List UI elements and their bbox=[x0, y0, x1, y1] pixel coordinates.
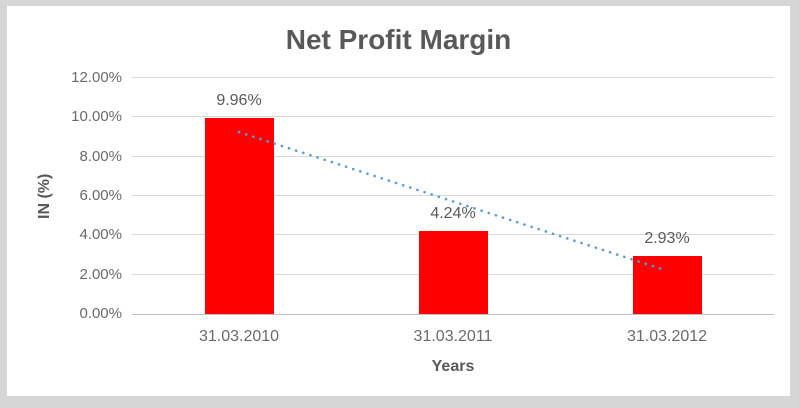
x-category-label: 31.03.2012 bbox=[626, 328, 708, 345]
x-category-label: 31.03.2011 bbox=[413, 328, 493, 345]
gridline bbox=[132, 195, 774, 196]
chart-area: Net Profit Margin IN (%) 9.96% 4.24% 2.93%… bbox=[7, 6, 790, 396]
chart-title: Net Profit Margin bbox=[285, 24, 512, 55]
y-tick-label: 6.00% bbox=[79, 187, 122, 204]
bar-31.03.2011 bbox=[418, 230, 488, 314]
y-tick-label: 0.00% bbox=[79, 305, 122, 322]
y-tick-label: 4.00% bbox=[79, 226, 122, 244]
x-axis-title: Years bbox=[431, 358, 475, 375]
y-tick-label: 12.00% bbox=[71, 69, 122, 86]
x-category-label: 31.03.2010 bbox=[198, 328, 280, 345]
plot-area: 9.96% 4.24% 2.93% bbox=[132, 77, 774, 315]
y-tick-label: 10.00% bbox=[71, 108, 122, 126]
bar-31.03.2010 bbox=[204, 118, 274, 314]
bar-value-label: 9.96% bbox=[216, 92, 262, 110]
trendline bbox=[237, 130, 669, 273]
gridline bbox=[132, 155, 774, 157]
bar-value-label: 2.93% bbox=[644, 230, 690, 248]
y-tick-label: 8.00% bbox=[79, 147, 122, 165]
gridline bbox=[132, 77, 774, 78]
y-tick-label: 2.00% bbox=[79, 265, 122, 283]
bar-31.03.2012 bbox=[632, 256, 702, 314]
trendline-svg bbox=[237, 130, 669, 273]
x-axis-line bbox=[132, 314, 774, 315]
bar-value-label: 4.24% bbox=[430, 204, 476, 222]
gridline bbox=[132, 116, 774, 118]
